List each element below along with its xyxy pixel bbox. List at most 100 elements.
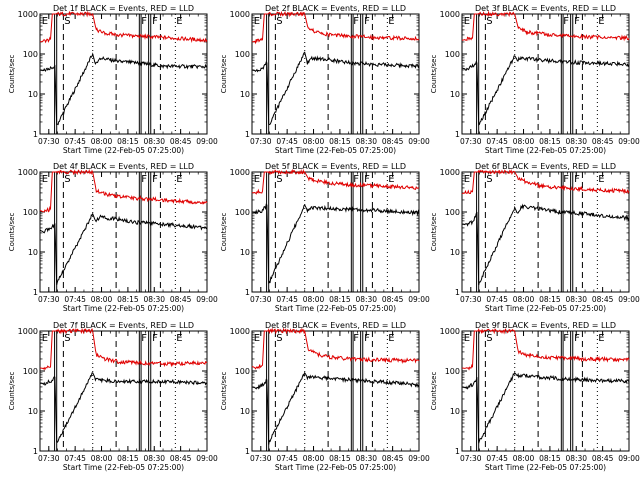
region-label: E <box>464 174 470 185</box>
y-tick-label: 1000 <box>18 327 38 336</box>
region-label: E <box>388 333 394 344</box>
x-tick-label: 08:45 <box>170 454 192 463</box>
x-tick-label: 08:30 <box>143 295 165 304</box>
x-tick-label: 09:00 <box>408 137 430 146</box>
y-tick-label: 10 <box>240 248 250 257</box>
events-series-line <box>461 55 630 126</box>
x-tick-label: 07:30 <box>38 454 60 463</box>
y-tick-label: 100 <box>445 50 460 59</box>
x-tick-label: 08:45 <box>382 137 404 146</box>
region-label: E <box>176 16 182 27</box>
x-tick-label: 09:00 <box>196 295 218 304</box>
lld-series-line <box>461 10 630 42</box>
plot-frame <box>251 330 420 452</box>
region-label: E <box>388 174 394 185</box>
x-tick-label: 07:30 <box>38 295 60 304</box>
region-label: F <box>152 174 158 185</box>
region-label: F <box>574 174 580 185</box>
x-tick-label: 09:00 <box>408 295 430 304</box>
x-tick-label: 08:15 <box>539 137 561 146</box>
y-tick-label: 10 <box>28 90 38 99</box>
y-axis-label: Counts/sec <box>8 213 16 252</box>
region-label: F <box>364 174 370 185</box>
detector-panel: Det 8f BLACK = Events, RED = LLD 1 10 100 10… <box>220 321 430 472</box>
region-label: E <box>42 333 48 344</box>
region-label: E <box>176 174 182 185</box>
y-axis-label: Counts/sec <box>220 213 228 252</box>
region-label: S <box>276 333 282 344</box>
y-tick-label: 1000 <box>440 10 460 19</box>
x-tick-label: 07:30 <box>460 137 482 146</box>
region-label: F <box>141 333 147 344</box>
region-label: F <box>364 333 370 344</box>
panel-title: Det 9f BLACK = Events, RED = LLD <box>475 321 616 330</box>
y-tick-label: 1 <box>33 288 38 297</box>
plot-frame <box>461 13 630 135</box>
x-axis-label: Start Time (22-Feb-05 07:25:00) <box>485 463 606 472</box>
x-tick-label: 07:30 <box>460 454 482 463</box>
y-axis-label: Counts/sec <box>430 372 438 411</box>
x-tick-label: 08:45 <box>592 454 614 463</box>
x-tick-label: 08:45 <box>382 295 404 304</box>
region-label: S <box>486 174 492 185</box>
x-tick-label: 08:30 <box>143 137 165 146</box>
region-label: S <box>64 174 70 185</box>
y-tick-label: 1000 <box>230 168 250 177</box>
region-label: F <box>364 16 370 27</box>
x-tick-label: 08:00 <box>303 137 325 146</box>
x-axis-label: Start Time (22-Feb-05 07:25:00) <box>485 146 606 155</box>
y-tick-label: 1 <box>33 130 38 139</box>
x-tick-label: 07:30 <box>460 295 482 304</box>
x-tick-label: 09:00 <box>618 454 640 463</box>
x-tick-label: 08:00 <box>513 454 535 463</box>
events-series-line <box>39 212 208 285</box>
x-tick-label: 07:45 <box>486 137 508 146</box>
x-tick-label: 07:45 <box>486 295 508 304</box>
x-tick-label: 08:00 <box>513 295 535 304</box>
x-tick-label: 07:30 <box>250 295 272 304</box>
region-label: E <box>42 174 48 185</box>
region-label: E <box>464 333 470 344</box>
region-label: S <box>276 174 282 185</box>
region-label: S <box>486 333 492 344</box>
x-tick-label: 07:30 <box>250 454 272 463</box>
region-label: E <box>598 16 604 27</box>
y-tick-label: 100 <box>445 208 460 217</box>
y-tick-label: 1 <box>455 447 460 456</box>
region-label: F <box>141 16 147 27</box>
y-tick-label: 1 <box>455 130 460 139</box>
detector-panel: Det 6f BLACK = Events, RED = LLD 1 10 100 10… <box>430 162 640 313</box>
y-tick-label: 10 <box>240 407 250 416</box>
y-tick-label: 100 <box>235 208 250 217</box>
panel-title: Det 5f BLACK = Events, RED = LLD <box>265 162 406 171</box>
x-tick-label: 08:30 <box>143 454 165 463</box>
x-tick-label: 08:15 <box>117 137 139 146</box>
lld-series-line <box>39 327 208 371</box>
lld-series-line <box>251 10 420 45</box>
lld-series-line <box>461 328 630 371</box>
plot-frame <box>461 171 630 293</box>
x-tick-label: 08:00 <box>91 295 113 304</box>
region-label: F <box>353 16 359 27</box>
x-tick-label: 08:00 <box>303 454 325 463</box>
y-tick-label: 1 <box>455 288 460 297</box>
region-label: F <box>574 333 580 344</box>
y-tick-label: 10 <box>28 248 38 257</box>
panel-title: Det 1f BLACK = Events, RED = LLD <box>53 4 194 13</box>
x-tick-label: 08:45 <box>170 137 192 146</box>
detector-panel: Det 1f BLACK = Events, RED = LLD 1 10 100 10… <box>8 4 218 155</box>
panel-title: Det 8f BLACK = Events, RED = LLD <box>265 321 406 330</box>
y-axis-label: Counts/sec <box>8 372 16 411</box>
x-axis-label: Start Time (22-Feb-05 07:25:00) <box>275 304 396 313</box>
y-tick-label: 100 <box>445 367 460 376</box>
x-tick-label: 08:30 <box>565 295 587 304</box>
y-tick-label: 100 <box>23 208 38 217</box>
x-tick-label: 07:45 <box>276 295 298 304</box>
plot-frame <box>251 171 420 293</box>
region-label: E <box>42 16 48 27</box>
y-axis-label: Counts/sec <box>430 213 438 252</box>
region-label: S <box>64 333 70 344</box>
x-tick-label: 07:30 <box>250 137 272 146</box>
x-tick-label: 08:30 <box>565 454 587 463</box>
x-axis-label: Start Time (22-Feb-05 07:25:00) <box>63 304 184 313</box>
